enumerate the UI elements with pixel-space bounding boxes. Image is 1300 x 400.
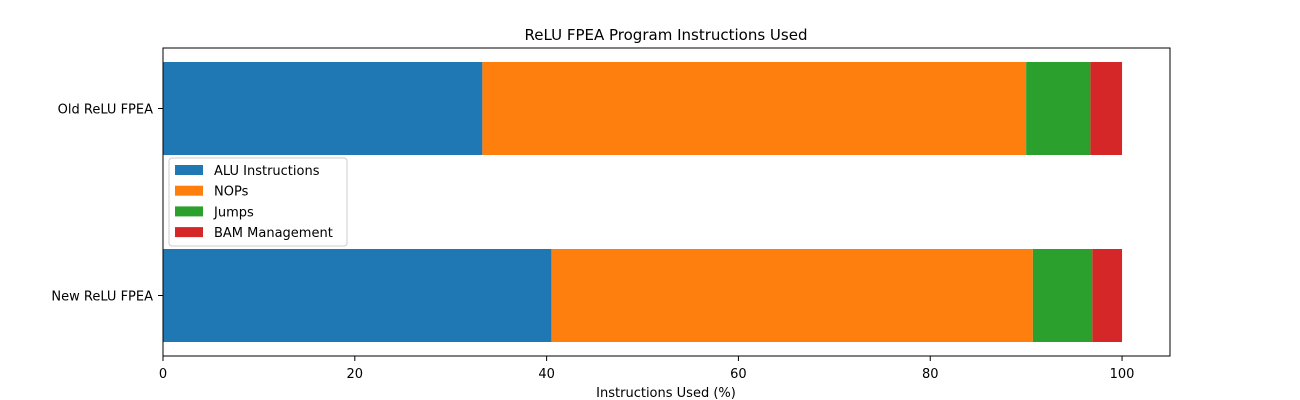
x-tick-label: 100 — [1110, 367, 1135, 382]
bar-jumps-1 — [1032, 249, 1093, 342]
legend-swatch — [175, 227, 203, 238]
x-tick-label: 60 — [730, 367, 747, 382]
plot-frame — [162, 47, 1171, 357]
bar-alu-instructions-0 — [163, 62, 483, 155]
chart-title: ReLU FPEA Program Instructions Used — [525, 26, 808, 44]
legend-swatch — [175, 206, 203, 217]
bars-group — [163, 62, 1123, 342]
legend: ALU Instructions NOPs Jumps BAM Management — [168, 157, 348, 247]
bar-bam-management-1 — [1092, 249, 1123, 342]
bar-jumps-0 — [1026, 62, 1091, 155]
bar-nops-1 — [551, 249, 1033, 342]
y-tick-label: Old ReLU FPEA — [58, 103, 153, 118]
legend-label: BAM Management — [214, 226, 333, 241]
legend-box — [168, 157, 348, 247]
x-tick-label: 80 — [922, 367, 939, 382]
y-axis: Old ReLU FPEA New ReLU FPEA — [51, 103, 163, 305]
x-tick-label: 0 — [159, 367, 167, 382]
legend-label: ALU Instructions — [214, 164, 320, 179]
legend-label: Jumps — [213, 205, 254, 220]
legend-swatch — [175, 185, 203, 196]
x-tick-label: 20 — [347, 367, 364, 382]
y-tick-label: New ReLU FPEA — [51, 290, 153, 305]
x-tick-label: 40 — [538, 367, 555, 382]
x-axis-label: Instructions Used (%) — [596, 386, 736, 400]
bar-alu-instructions-1 — [163, 249, 552, 342]
legend-swatch — [175, 165, 203, 175]
bar-nops-0 — [482, 62, 1027, 155]
bar-bam-management-0 — [1090, 62, 1123, 155]
x-axis: 0 20 40 60 80 100 — [159, 356, 1135, 382]
legend-label: NOPs — [214, 185, 249, 200]
